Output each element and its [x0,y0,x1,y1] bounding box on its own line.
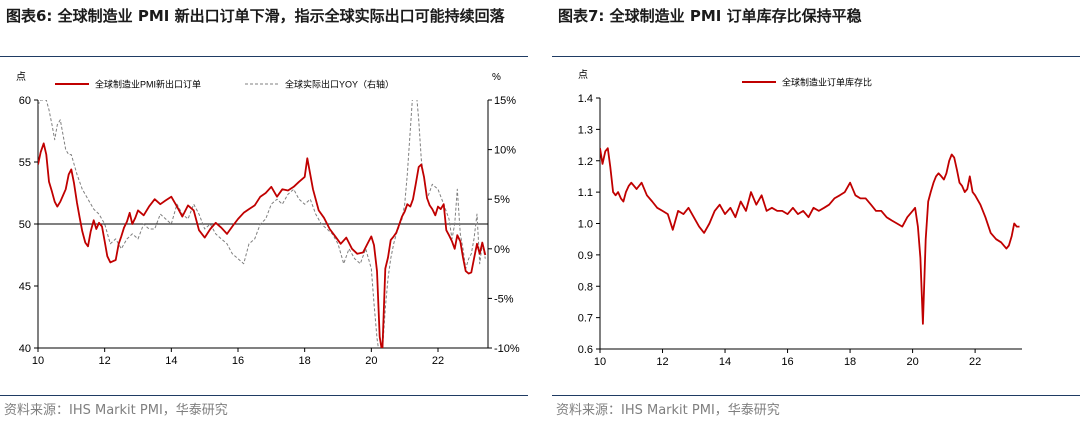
x-tick-label: 16 [232,355,244,367]
y-tick-label: 45 [19,281,31,293]
x-tick-label: 10 [32,355,44,367]
y-tick-label: 1.3 [578,124,593,136]
chart-svg-right: 点 1.4 1.3 1.2 1.1 1.0 0.9 0.8 0.7 0.610 12 14 16 18 20… [578,69,1022,368]
y-tick-label: 1.1 [578,187,593,199]
source-divider [552,395,1080,396]
y-tick-label: 1.2 [578,156,593,168]
series-line-0 [600,147,1020,325]
x-tick-label: 18 [844,356,856,368]
y-tick-label: 40 [19,343,31,355]
x-tick-label: 16 [781,356,793,368]
x-tick-label: 22 [432,355,444,367]
legend-label-1: 全球实际出口YOY（右轴） [285,79,394,90]
y2-tick-label: -10% [494,343,520,355]
title-divider [552,56,1080,57]
x-tick-label: 12 [99,355,111,367]
x-tick-label: 22 [969,356,981,368]
series-line-1 [38,100,486,348]
y-tick-label: 0.9 [578,250,593,262]
y2-tick-label: -5% [494,293,514,305]
y-tick-label: 60 [19,95,31,107]
chart-panel-left: 图表6: 全球制造业 PMI 新出口订单下滑，指示全球实际出口可能持续回落 点%… [0,0,528,422]
y-tick-label: 50 [19,219,31,231]
legend-label-0: 全球制造业订单库存比 [782,77,872,88]
x-tick-label: 20 [365,355,377,367]
y-tick-label: 1.4 [578,93,593,105]
x-tick-label: 20 [906,356,918,368]
x-tick-label: 14 [165,355,177,367]
y2-tick-label: 15% [494,95,516,107]
y2-tick-label: 5% [494,194,510,206]
x-tick-label: 10 [594,356,606,368]
x-tick-label: 18 [299,355,311,367]
chart-title: 图表6: 全球制造业 PMI 新出口订单下滑，指示全球实际出口可能持续回落 [6,7,505,25]
chart-title: 图表7: 全球制造业 PMI 订单库存比保持平稳 [558,7,862,25]
y2-tick-label: 0% [494,244,510,256]
y-tick-label: 55 [19,157,31,169]
y2-tick-label: 10% [494,145,516,157]
x-tick-label: 12 [656,356,668,368]
legend-label-0: 全球制造业PMI新出口订单 [95,79,201,90]
y-axis-unit: 点 [578,69,588,81]
y-axis-unit: 点 [16,71,26,83]
source-divider [0,395,528,396]
source-note: 资料来源：IHS Markit PMI，华泰研究 [4,403,228,418]
y-tick-label: 0.8 [578,281,593,293]
y-tick-label: 0.6 [578,344,593,356]
series-line-0 [38,142,487,348]
y2-axis-unit: % [492,72,501,83]
source-note: 资料来源：IHS Markit PMI，华泰研究 [556,403,780,418]
chart-svg-left: 点 % 60 55 50 45 40 15% 10% 5% 0% -5% -10% 10 12 14 16 18 2… [16,71,520,367]
title-divider [0,56,528,57]
x-tick-label: 14 [719,356,731,368]
chart-panel-right: 图表7: 全球制造业 PMI 订单库存比保持平稳 点 1.4 1.3 1.2 1.1 1.… [552,0,1080,422]
y-tick-label: 1.0 [578,219,593,231]
y-tick-label: 0.7 [578,313,593,325]
